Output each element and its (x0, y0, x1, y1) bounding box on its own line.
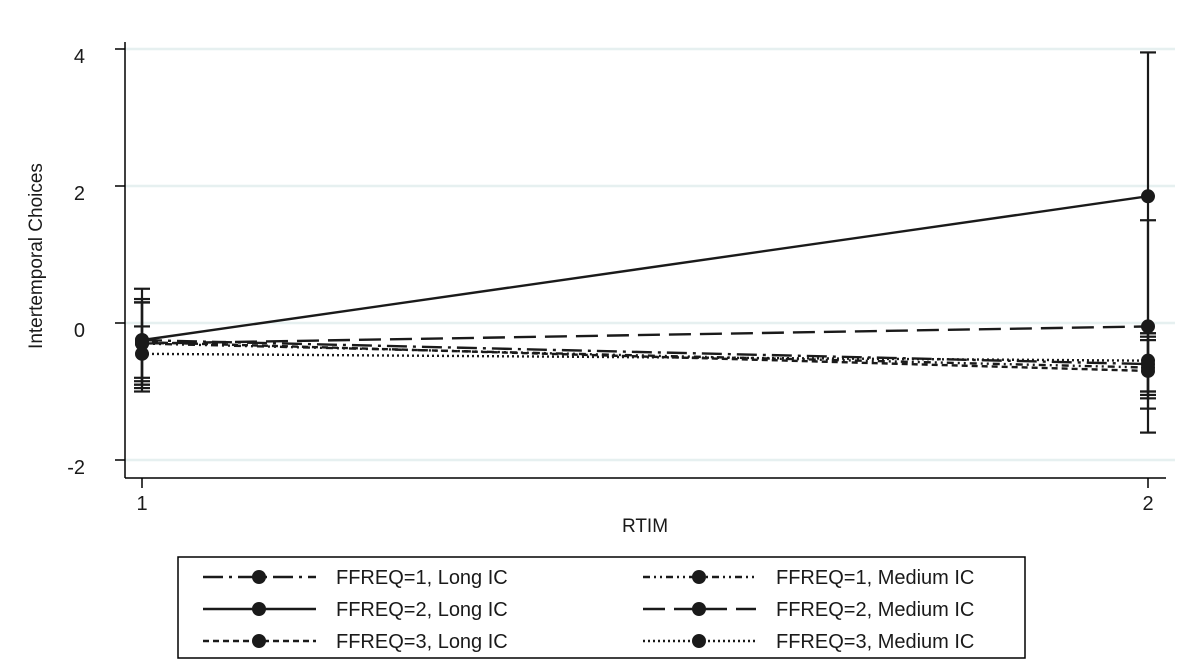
y-tick-label: 0 (74, 320, 85, 342)
data-point (135, 346, 149, 361)
legend-key-marker (692, 602, 706, 616)
y-tick-label: -2 (67, 457, 85, 479)
legend-label: FFREQ=2, Long IC (336, 599, 508, 621)
legend-label: FFREQ=2, Medium IC (776, 599, 974, 621)
data-point (1141, 353, 1155, 368)
data-point (1141, 189, 1155, 204)
legend-label: FFREQ=1, Medium IC (776, 567, 974, 589)
legend-label: FFREQ=3, Long IC (336, 631, 508, 653)
series-line (141, 325, 1149, 345)
series-line (141, 342, 1149, 369)
y-tick-label: 4 (74, 46, 85, 68)
legend-box (177, 556, 1026, 659)
legend: FFREQ=1, Long IC FFREQ=1, Medium IC FFREQ=… (177, 556, 1026, 659)
x-tick-label: 1 (136, 493, 147, 515)
grid-lines (125, 47, 1175, 462)
series-line (141, 338, 1149, 366)
series-line (141, 340, 1149, 373)
series-line (141, 195, 1149, 342)
legend-key-marker (252, 634, 266, 648)
legend-label: FFREQ=3, Medium IC (776, 631, 974, 653)
y-axis-title: Intertemporal Choices (26, 163, 47, 349)
series-ffreq-3-medium-ic (134, 325, 1156, 393)
x-tick-label: 2 (1142, 493, 1153, 515)
data-point (1141, 319, 1155, 334)
legend-key-marker (252, 602, 266, 616)
legend-key-marker (252, 570, 266, 584)
legend-key-marker (692, 570, 706, 584)
x-axis-title: RTIM (622, 516, 668, 537)
y-tick-label: 2 (74, 183, 85, 205)
legend-key-marker (692, 634, 706, 648)
axes: -2 0 2 4 1 2 (67, 42, 1166, 515)
plot-area (125, 10, 1175, 478)
legend-label: FFREQ=1, Long IC (336, 567, 508, 589)
series-lines (134, 51, 1156, 434)
